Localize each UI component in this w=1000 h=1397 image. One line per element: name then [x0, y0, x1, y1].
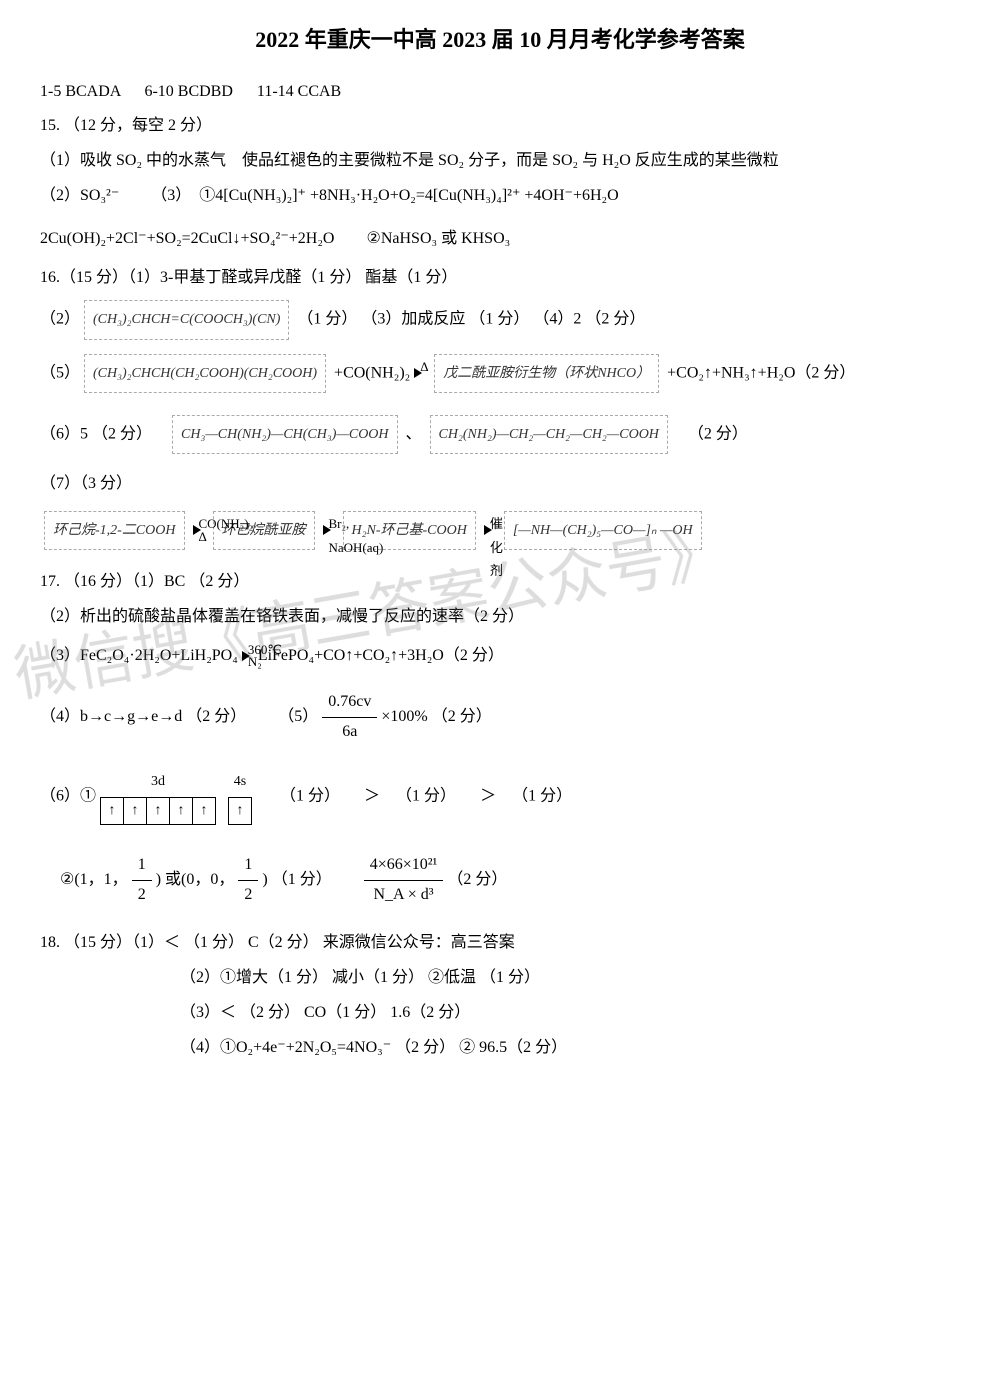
q16-p5-plus: +CO(NH₂)₂: [334, 364, 410, 381]
q16-p5: （5）(CH₃)₂CHCH(CH₂COOH)(CH₂COOH) +CO(NH₂)…: [40, 352, 960, 395]
q17-dens-num: 4×66×10²¹: [364, 851, 444, 881]
q17-half-den: 2: [132, 881, 152, 910]
q15-p1b: 使品红褪色的主要微粒不是 SO₂ 分子，而是 SO₂ 与 H₂O 反应生成的某些…: [242, 152, 779, 169]
q16-p7-s1l: 环己烷-1,2-二COOH: [44, 511, 185, 550]
q18-p3: （3）＜ （2 分） CO（1 分） 1.6（2 分）: [40, 999, 960, 1028]
q16-header: 16.（15 分）（1）3-甲基丁醛或异戊醛（1 分） 酯基（1 分）: [40, 264, 960, 293]
q18-p2: （2）①增大（1 分） 减小（1 分） ②低温 （1 分）: [40, 964, 960, 993]
q18-h-text: 18. （15 分）（1）＜ （1 分） C（2 分）: [40, 934, 319, 951]
q16-p5-right: 戊二酰亚胺衍生物（环状NHCO）: [434, 354, 659, 393]
q17-p6-t3: （1 分）: [512, 788, 572, 805]
q17-p6-2-c1b: ) 或(0，0，: [156, 871, 235, 888]
orb-box: ↑: [170, 798, 193, 824]
q18-header: 18. （15 分）（1）＜ （1 分） C（2 分） 来源微信公众号：高三答案: [40, 929, 960, 958]
q17-p5-lead: （5）: [278, 708, 318, 725]
q17-half-num2: 1: [238, 851, 258, 881]
q17-p3: （3）FeC₂O₄·2H₂O+LiH₂PO₄ 360℃ N₂ LiFePO₄+C…: [40, 642, 960, 671]
orbital-4s-label: 4s: [228, 769, 252, 794]
q16-p6-lead: （6）5 （2 分）: [40, 425, 152, 442]
q17-p6-lead: （6）①: [40, 788, 96, 805]
q17-p4: （4）b→c→g→e→d （2 分）: [40, 708, 246, 725]
q15-p3-1: ①4[Cu(NH₃)₂]⁺ +8NH₃·H₂O+O₂=4[Cu(NH₃)₄]²⁺…: [199, 187, 618, 204]
q16-p7-scheme: 环己烷-1,2-二COOH CO(NH₂)₂ Δ 环己烷酰亚胺 Br₂, NaO…: [40, 509, 960, 552]
q16-p6-s2: CH₂(NH₂)—CH₂—CH₂—CH₂—COOH: [430, 415, 668, 454]
orb-box: ↑: [124, 798, 147, 824]
q16-p6-tail: （2 分）: [688, 425, 748, 442]
q17-dens-den: N_A × d³: [364, 881, 444, 910]
mc-r2: 6-10 BCDBD: [144, 83, 232, 100]
q16-p6-sep: 、: [406, 425, 422, 442]
q17-half-2: 1 2: [238, 851, 258, 910]
orb-box: ↑: [147, 798, 170, 824]
q17-p6: （6）① 3d ↑ ↑ ↑ ↑ ↑ 4s ↑ （1 分） ＞ （1 分） ＞ （…: [40, 769, 960, 825]
q16-p5-tail: +CO₂↑+NH₃↑+H₂O（2 分）: [667, 364, 855, 381]
q16-p7-lead: （7）（3 分）: [40, 470, 960, 499]
mc-answers: 1-5 BCADA 6-10 BCDBD 11-14 CCAB: [40, 78, 960, 107]
q16-p2-tail: （1 分） （3）加成反应 （1 分） （4）2 （2 分）: [297, 311, 645, 328]
q17-p6-t2: （1 分）: [396, 788, 456, 805]
q15-p2-p3: （2）SO₃²⁻ （3） ①4[Cu(NH₃)₂]⁺ +8NH₃·H₂O+O₂=…: [40, 182, 960, 211]
q18-p4: （4）①O₂+4e⁻+2N₂O₅=4NO₃⁻ （2 分） ② 96.5（2 分）: [40, 1034, 960, 1063]
q15-p1: （1）吸收 SO₂ 中的水蒸气 使品红褪色的主要微粒不是 SO₂ 分子，而是 S…: [40, 147, 960, 176]
q15-p1a: （1）吸收 SO₂ 中的水蒸气: [40, 152, 226, 169]
q17-p5-num: 0.76cv: [322, 688, 377, 718]
q17-p6-t1: （1 分）: [280, 788, 340, 805]
q17-p6-gt2: ＞: [480, 788, 496, 805]
orbital-3d-label: 3d: [100, 769, 216, 794]
q17-p5-tail: ×100% （2 分）: [381, 708, 491, 725]
q17-p4-p5: （4）b→c→g→e→d （2 分） （5） 0.76cv 6a ×100% （…: [40, 688, 960, 747]
q17-p5-frac: 0.76cv 6a: [322, 688, 377, 747]
q15-p3-cont: 2Cu(OH)₂+2Cl⁻+SO₂=2CuCl↓+SO₄²⁻+2H₂O ②NaH…: [40, 225, 960, 254]
q16-p7-s3r: [—NH—(CH₂)₅—CO—]ₙ —OH: [504, 511, 702, 550]
q17-half-den2: 2: [238, 881, 258, 910]
q15-p3-lead: （3）: [151, 187, 191, 204]
orb-box: ↑: [101, 798, 124, 824]
q16-p6-s1: CH₃—CH(NH₂)—CH(CH₃)—COOH: [172, 415, 398, 454]
q17-half-num: 1: [132, 851, 152, 881]
q15-p3-2: ②NaHSO₃ 或 KHSO₃: [366, 230, 510, 247]
q15-p2: （2）SO₃²⁻: [40, 187, 119, 204]
q18-src: 来源微信公众号：高三答案: [323, 934, 515, 951]
orbital-3d: 3d ↑ ↑ ↑ ↑ ↑: [100, 769, 216, 825]
orbital-4s: 4s ↑: [228, 769, 252, 825]
q17-p6-2-c1: ②(1，1，: [60, 871, 128, 888]
q17-p6-2-tail: （2 分）: [447, 871, 507, 888]
q15-header: 15. （12 分，每空 2 分）: [40, 112, 960, 141]
q17-p3-r: LiFePO₄+CO↑+CO₂↑+3H₂O（2 分）: [258, 647, 504, 664]
doc-title: 2022 年重庆一中高 2023 届 10 月月考化学参考答案: [40, 20, 960, 60]
q17-p2: （2）析出的硫酸盐晶体覆盖在铬铁表面，减慢了反应的速率（2 分）: [40, 603, 960, 632]
q16-p5-left: (CH₃)₂CHCH(CH₂COOH)(CH₂COOH): [84, 354, 326, 393]
q17-p6-2-c2: ) （1 分）: [262, 871, 331, 888]
orbital-diagram: 3d ↑ ↑ ↑ ↑ ↑ 4s ↑: [100, 769, 264, 825]
q17-density-frac: 4×66×10²¹ N_A × d³: [364, 851, 444, 910]
q17-p6-gt1: ＞: [364, 788, 380, 805]
mc-r3: 11-14 CCAB: [257, 83, 341, 100]
q17-half-1: 1 2: [132, 851, 152, 910]
q17-p3-l: （3）FeC₂O₄·2H₂O+LiH₂PO₄: [40, 647, 238, 664]
orb-box: ↑: [229, 798, 251, 824]
q16-p6: （6）5 （2 分） CH₃—CH(NH₂)—CH(CH₃)—COOH 、 CH…: [40, 413, 960, 456]
orb-box: ↑: [193, 798, 215, 824]
mc-r1: 1-5 BCADA: [40, 83, 120, 100]
q16-p2-struct: (CH₃)₂CHCH=C(COOCH₃)(CN): [84, 300, 289, 339]
q16-p2: （2）(CH₃)₂CHCH=C(COOCH₃)(CN) （1 分） （3）加成反…: [40, 298, 960, 341]
q15-p3-eq2: 2Cu(OH)₂+2Cl⁻+SO₂=2CuCl↓+SO₄²⁻+2H₂O: [40, 230, 334, 247]
q17-p5-den: 6a: [322, 718, 377, 747]
q17-p6-2: ②(1，1， 1 2 ) 或(0，0， 1 2 ) （1 分） 4×66×10²…: [40, 851, 960, 910]
